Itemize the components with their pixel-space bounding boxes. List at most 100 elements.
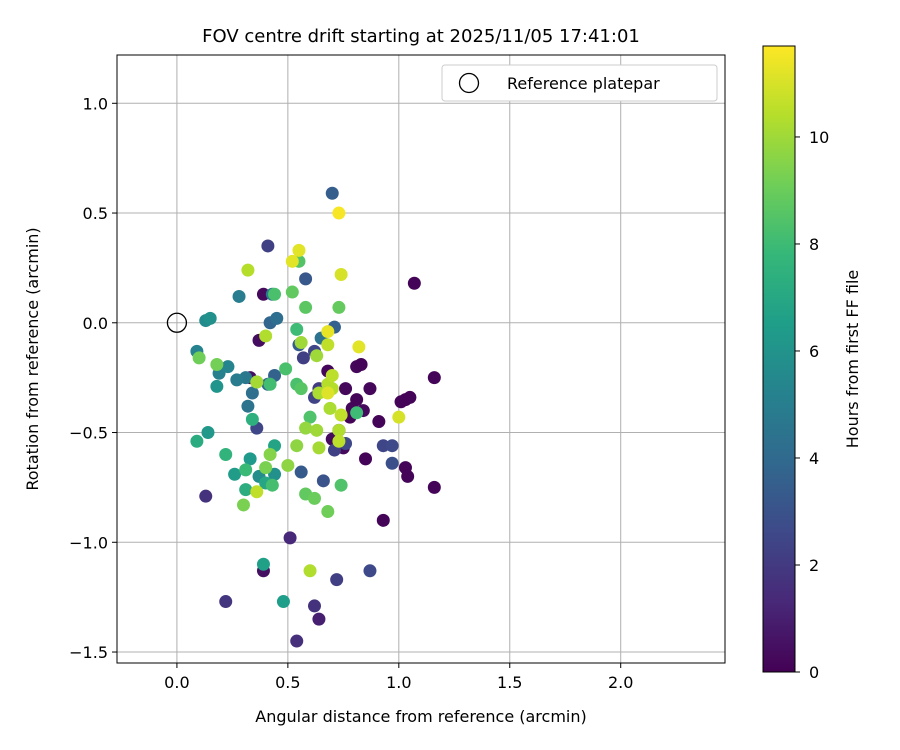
colorbar-tick-label: 2 [809,556,819,575]
colorbar-label: Hours from first FF file [843,270,862,449]
x-tick-label: 1.5 [497,673,522,692]
data-point [241,399,255,413]
data-point [392,410,406,424]
data-point [210,357,224,371]
y-tick-label: −0.5 [69,424,108,443]
y-tick-label: −1.0 [69,533,108,552]
data-point [270,311,284,325]
colorbar-tick-label: 8 [809,235,819,254]
data-point [332,423,346,437]
y-tick-label: 0.5 [83,204,108,223]
reference-platepar-marker [166,312,188,333]
legend-reference-marker [458,72,480,94]
data-point [283,531,297,545]
y-tick-label: −1.5 [69,643,108,662]
colorbar-ticks: 0 2 4 6 8 10 [795,128,829,682]
data-point [279,362,293,376]
data-point [232,289,246,303]
data-point [299,421,313,435]
data-point [243,452,257,466]
data-point [363,382,377,396]
x-tick-label: 0.5 [275,673,300,692]
data-point [325,368,339,382]
data-point [239,483,253,497]
y-tick-label: 0.0 [83,314,108,333]
data-point [372,415,386,429]
x-axis-label: Angular distance from reference (arcmin) [255,707,586,726]
colorbar-tick-label: 4 [809,449,819,468]
data-point [310,349,324,363]
data-point [321,338,335,352]
legend-box [441,64,718,102]
data-point [321,325,335,339]
data-point [332,434,346,448]
data-point [259,461,273,475]
data-point [363,564,377,578]
data-point [276,595,290,609]
data-point [352,340,366,354]
data-point [307,599,321,613]
y-tick-label: 1.0 [83,94,108,113]
data-point [245,412,259,426]
data-point [332,206,346,220]
data-point [307,491,321,505]
data-point [268,467,282,481]
data-point [259,329,273,343]
data-point [201,426,215,440]
data-point [239,463,253,477]
data-point [321,505,335,519]
data-point [312,441,326,455]
data-point [219,447,233,461]
data-point [330,573,344,587]
data-point [303,564,317,578]
data-point [236,498,250,512]
data-point [334,478,348,492]
data-point [241,263,255,277]
data-point [385,439,399,453]
data-point [427,371,441,385]
data-point [427,480,441,494]
data-point [354,357,368,371]
data-point [403,390,417,404]
data-point [294,465,308,479]
data-point [359,452,373,466]
plot-frame [116,54,726,664]
data-point [281,458,295,472]
data-point [376,513,390,527]
data-point [230,373,244,387]
data-point [323,401,337,415]
data-point [294,336,308,350]
data-point [203,311,217,325]
data-point [299,272,313,286]
data-point [192,351,206,365]
data-point [350,393,364,407]
data-point [285,285,299,299]
plot-background [117,55,725,663]
legend: Reference platepar [441,64,718,102]
data-point [292,243,306,257]
data-point [296,351,310,365]
data-point [256,557,270,571]
data-point [210,379,224,393]
data-point [250,485,264,499]
y-axis-label: Rotation from reference (arcmin) [23,227,42,490]
data-point [294,382,308,396]
data-point [310,423,324,437]
data-point [290,439,304,453]
data-point [285,254,299,268]
colorbar-gradient [762,45,796,673]
data-point [265,478,279,492]
legend-entry-reference-platepar: Reference platepar [507,74,660,93]
data-point [263,377,277,391]
y-axis-ticks: −1.5 −1.0 −0.5 0.0 0.5 1.0 [69,94,117,662]
chart-title: FOV centre drift starting at 2025/11/05 … [202,26,640,47]
data-point [299,300,313,314]
data-point [190,434,204,448]
data-point [385,456,399,470]
data-points [190,186,441,648]
data-point [350,406,364,420]
grid-lines [117,55,725,663]
colorbar-tick-label: 6 [809,342,819,361]
data-point [401,469,415,483]
data-point [334,267,348,281]
